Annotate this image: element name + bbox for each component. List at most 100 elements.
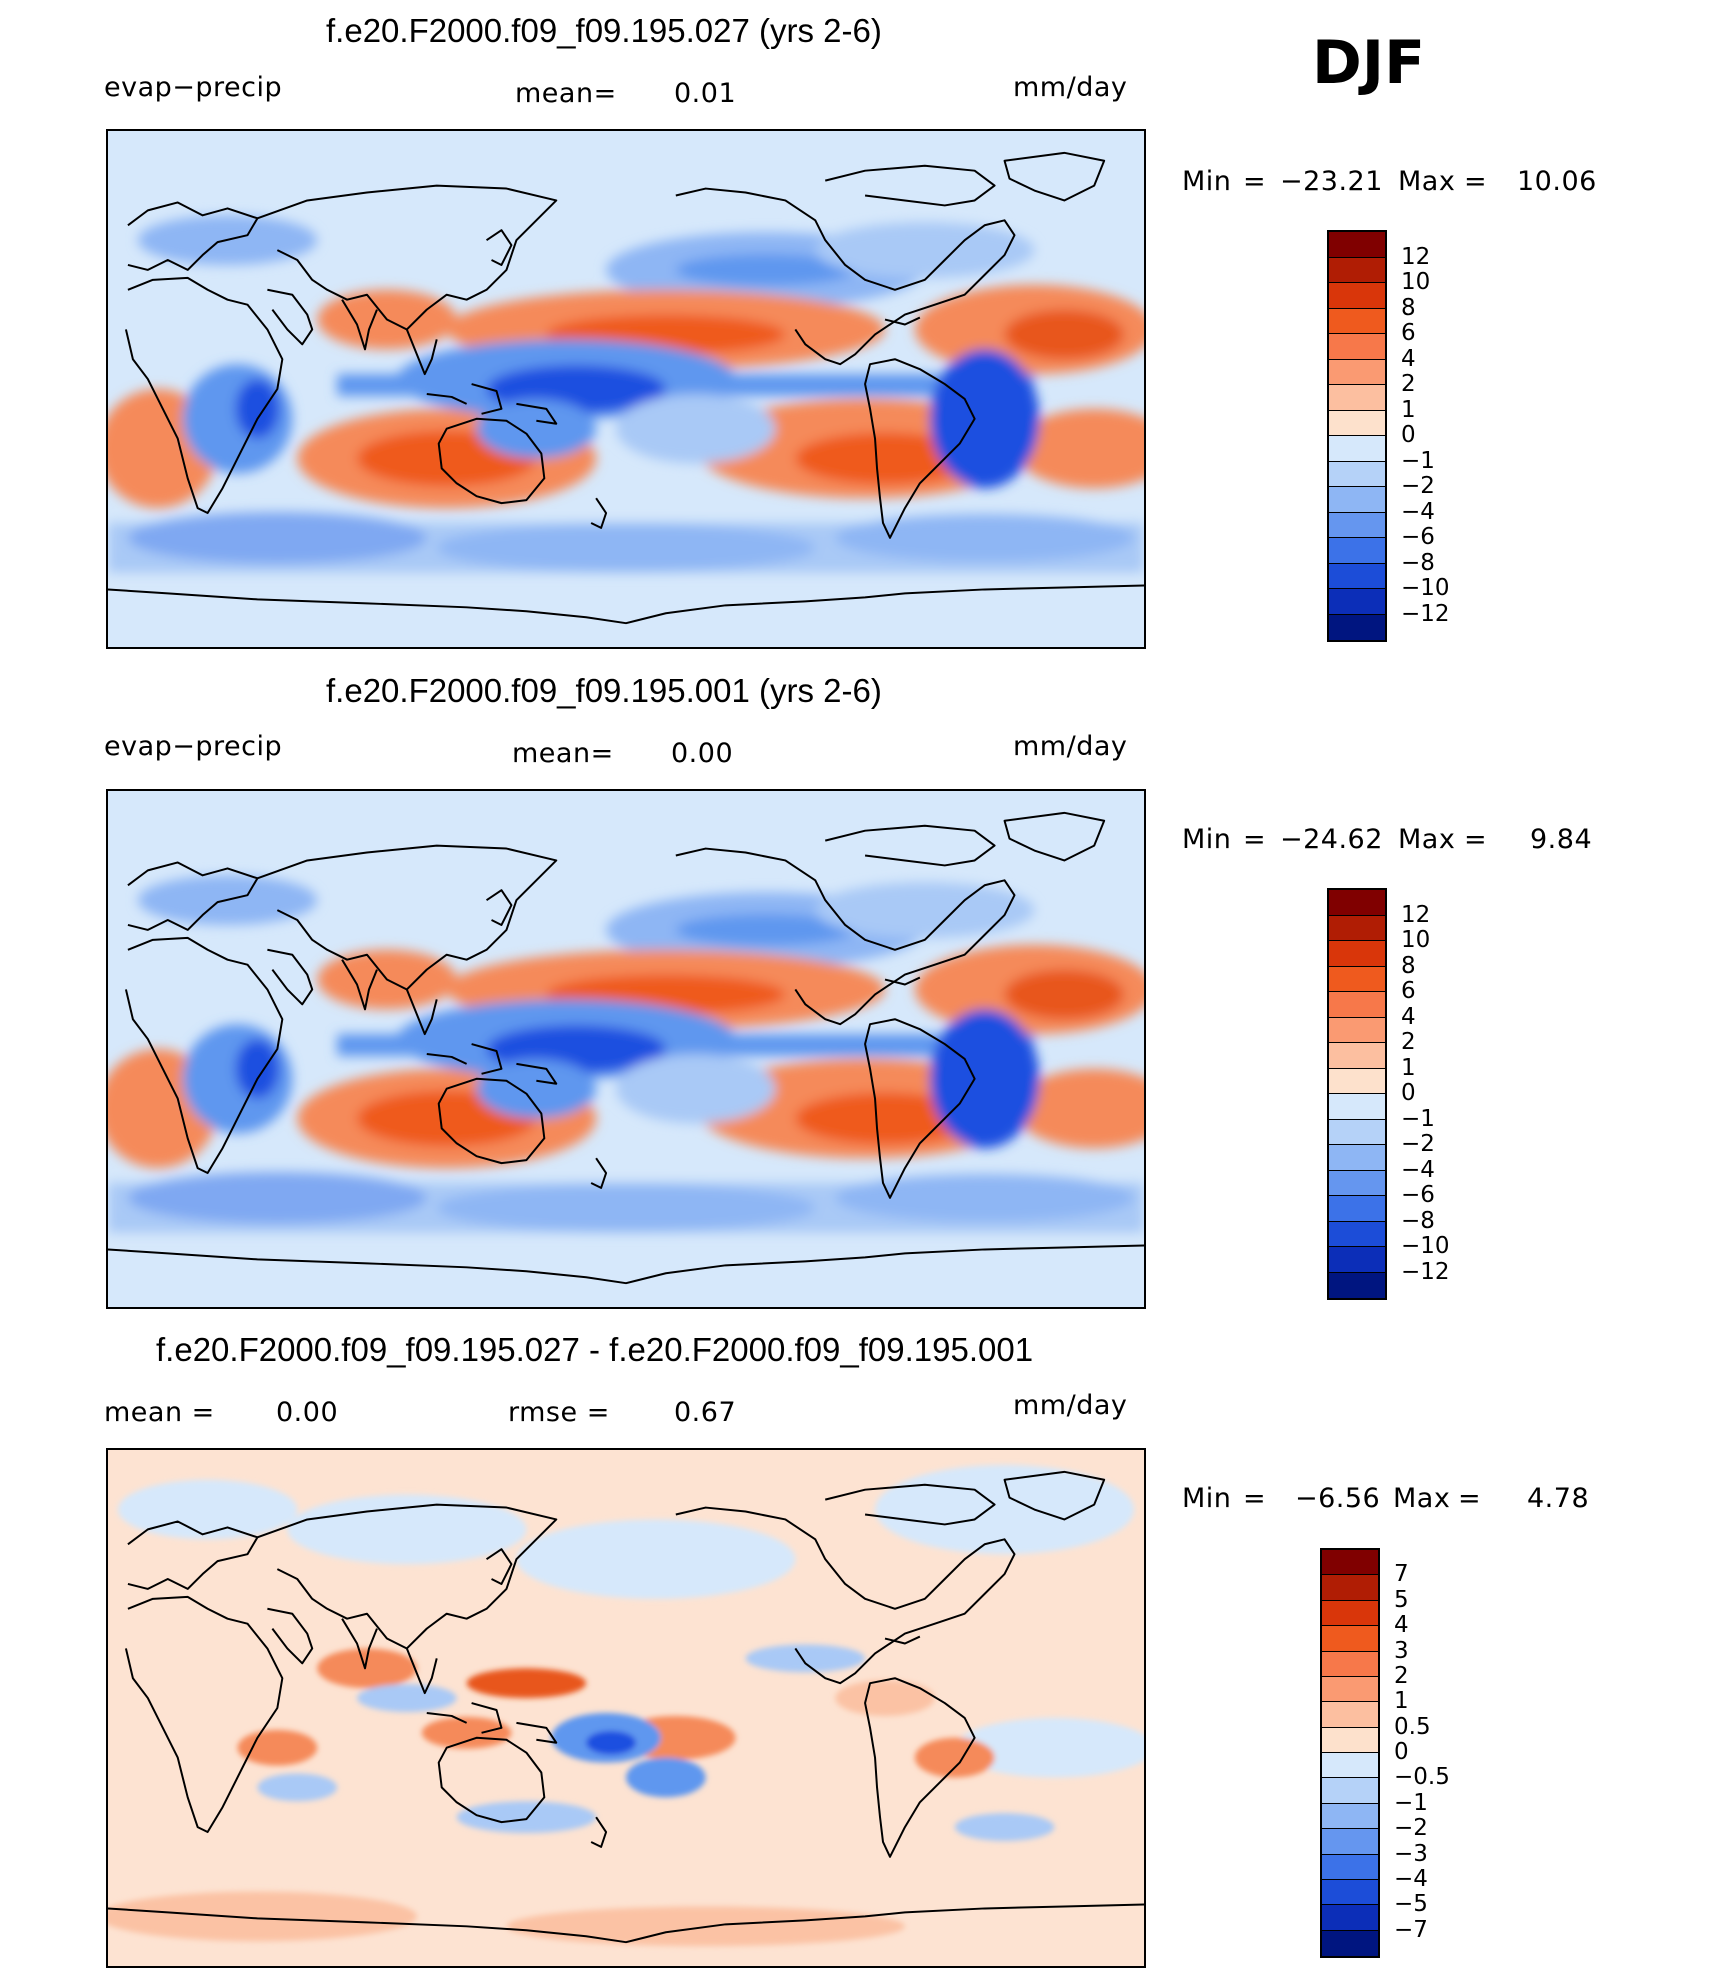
colorbar-segment (1329, 232, 1385, 258)
colorbar-tick-label: −4 (1394, 1865, 1428, 1892)
colorbar-tick-label: 0 (1401, 422, 1416, 448)
colorbar-tick-label: 4 (1394, 1612, 1409, 1639)
colorbar-tick-label: −10 (1401, 1233, 1450, 1259)
colorbar-tick-label: 2 (1401, 371, 1416, 397)
panel-1-max-label: Max (1398, 166, 1456, 197)
panel-2-mean-label: mean= (512, 738, 614, 769)
panel-2-min-value: −24.62 (1280, 824, 1383, 855)
colorbar-segment (1329, 410, 1385, 436)
colorbar-segment (1322, 1854, 1378, 1880)
colorbar-tick-label: −3 (1394, 1840, 1428, 1867)
colorbar-segment (1329, 1247, 1385, 1273)
colorbar-segment (1322, 1803, 1378, 1830)
panel-1-mean-label: mean= (515, 78, 617, 109)
colorbar-segment (1329, 359, 1385, 385)
panel-3-max-label: Max (1393, 1483, 1451, 1514)
colorbar-segment (1329, 614, 1385, 640)
colorbar-segment (1322, 1727, 1378, 1753)
colorbar-segment (1329, 1043, 1385, 1069)
panel-1-min-label: Min (1182, 166, 1232, 197)
colorbar-segment (1329, 461, 1385, 487)
panel-3-mean-label: mean = (104, 1397, 215, 1428)
panel-2-variable-label: evap−precip (104, 731, 283, 762)
colorbar-segment (1329, 966, 1385, 992)
colorbar-segment (1329, 589, 1385, 615)
panel-1-max-value: 10.06 (1517, 166, 1597, 197)
season-label: DJF (1312, 28, 1426, 98)
panel-2-max-eq: = (1464, 824, 1488, 855)
panel-1-title: f.e20.F2000.f09_f09.195.027 (yrs 2-6) (326, 12, 882, 49)
panel-3-colorbar (1320, 1548, 1380, 1958)
colorbar-segment (1322, 1600, 1378, 1627)
panel-2-title: f.e20.F2000.f09_f09.195.001 (yrs 2-6) (326, 672, 882, 709)
colorbar-tick-label: −4 (1401, 1156, 1435, 1183)
colorbar-segment (1322, 1702, 1378, 1728)
colorbar-segment (1329, 308, 1385, 334)
colorbar-tick-label: −12 (1401, 600, 1450, 627)
colorbar-tick-label: −6 (1401, 1182, 1435, 1208)
colorbar-segment (1322, 1550, 1378, 1576)
colorbar-segment (1329, 385, 1385, 411)
colorbar-tick-label: −2 (1401, 473, 1435, 499)
colorbar-tick-label: −0.5 (1394, 1764, 1450, 1791)
colorbar-segment (1329, 538, 1385, 564)
colorbar-tick-label: 1 (1401, 396, 1416, 423)
colorbar-segment (1322, 1753, 1378, 1779)
colorbar-tick-label: 10 (1401, 269, 1431, 295)
panel-2-units: mm/day (1013, 731, 1128, 762)
panel-2-colorbar (1327, 888, 1387, 1300)
colorbar-tick-label: 6 (1401, 978, 1416, 1004)
colorbar-segment (1322, 1778, 1378, 1804)
colorbar-tick-label: −2 (1401, 1131, 1435, 1157)
colorbar-segment (1329, 1170, 1385, 1196)
panel-1-colorbar (1327, 230, 1387, 642)
colorbar-tick-label: 7 (1394, 1561, 1409, 1588)
colorbar-segment (1329, 941, 1385, 967)
colorbar-tick-label: 0.5 (1394, 1713, 1431, 1740)
colorbar-segment (1329, 512, 1385, 538)
panel-3-mean-value: 0.00 (276, 1397, 339, 1428)
colorbar-segment (1322, 1879, 1378, 1906)
colorbar-tick-label: 8 (1401, 294, 1416, 321)
colorbar-segment (1329, 257, 1385, 283)
colorbar-tick-label: 8 (1401, 952, 1416, 979)
panel-1-max-eq: = (1464, 166, 1488, 197)
colorbar-tick-label: 0 (1394, 1739, 1409, 1765)
colorbar-tick-label: 1 (1394, 1688, 1409, 1715)
colorbar-segment (1329, 1119, 1385, 1145)
colorbar-tick-label: 0 (1401, 1080, 1416, 1106)
colorbar-segment (1322, 1930, 1378, 1956)
colorbar-tick-label: 3 (1394, 1637, 1409, 1664)
panel-3-max-eq: = (1458, 1483, 1482, 1514)
panel-3-min-eq: = (1243, 1483, 1267, 1514)
colorbar-tick-label: −8 (1401, 549, 1435, 576)
panel-1-units: mm/day (1013, 72, 1128, 103)
panel-1-map (106, 129, 1146, 649)
colorbar-tick-label: 1 (1401, 1054, 1416, 1081)
colorbar-tick-label: −1 (1401, 447, 1435, 474)
panel-1-min-eq: = (1243, 166, 1267, 197)
colorbar-tick-label: −10 (1401, 575, 1450, 601)
panel-2-max-value: 9.84 (1530, 824, 1593, 855)
panel-1-variable-label: evap−precip (104, 72, 283, 103)
panel-3-title: f.e20.F2000.f09_f09.195.027 - f.e20.F200… (156, 1331, 1034, 1368)
colorbar-segment (1329, 283, 1385, 309)
colorbar-segment (1329, 1068, 1385, 1094)
colorbar-tick-label: −1 (1401, 1105, 1435, 1132)
panel-1-mean-value: 0.01 (674, 78, 737, 109)
colorbar-tick-label: −8 (1401, 1207, 1435, 1234)
panel-2-min-eq: = (1243, 824, 1267, 855)
colorbar-segment (1322, 1676, 1378, 1703)
panel-3-max-value: 4.78 (1527, 1483, 1590, 1514)
colorbar-segment (1329, 436, 1385, 462)
colorbar-tick-label: −12 (1401, 1258, 1450, 1285)
colorbar-segment (1322, 1905, 1378, 1931)
colorbar-segment (1322, 1575, 1378, 1601)
colorbar-tick-label: −4 (1401, 498, 1435, 525)
colorbar-tick-label: −6 (1401, 524, 1435, 550)
colorbar-tick-label: −2 (1394, 1815, 1428, 1842)
colorbar-segment (1329, 1094, 1385, 1120)
colorbar-segment (1329, 1221, 1385, 1247)
colorbar-segment (1329, 563, 1385, 589)
colorbar-tick-label: 10 (1401, 927, 1431, 953)
